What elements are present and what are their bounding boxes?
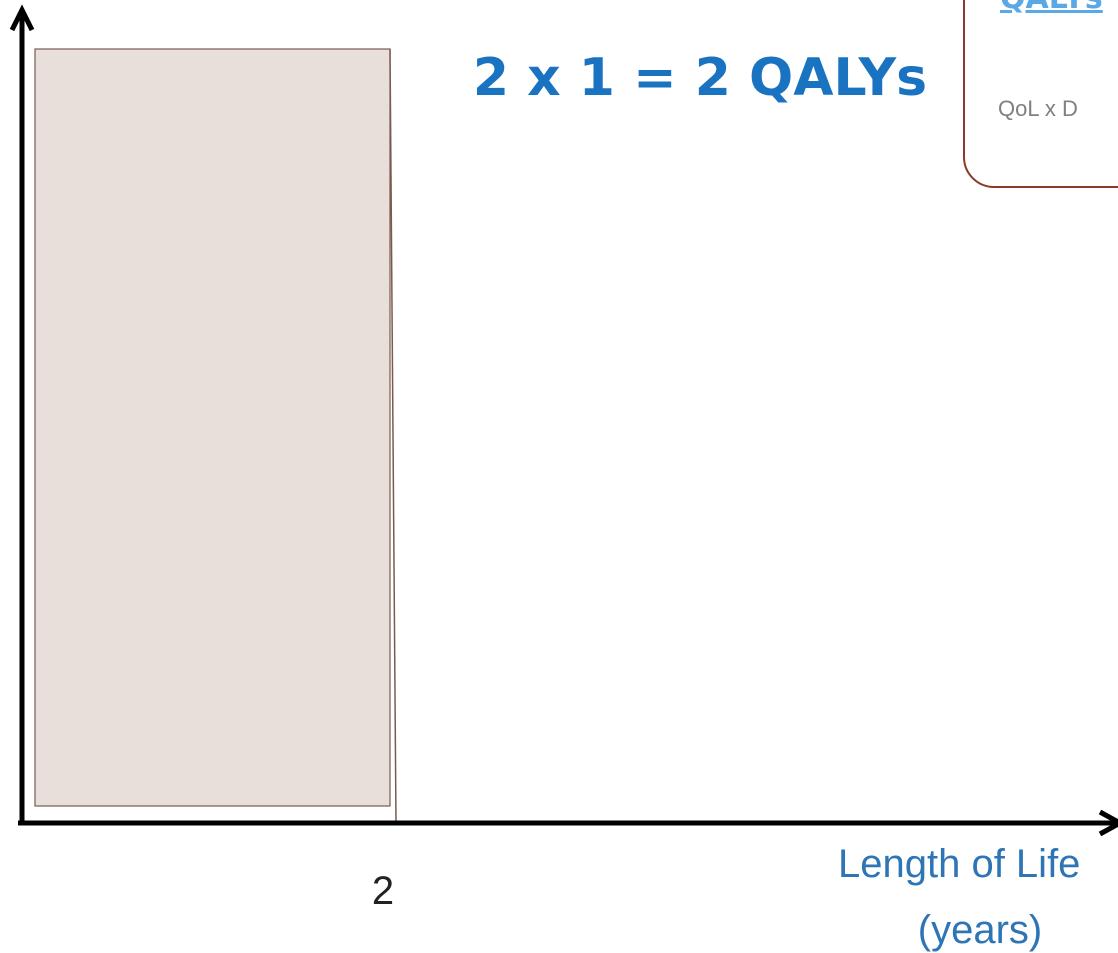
formula: QoL x D xyxy=(998,96,1078,121)
link[interactable]: QALYs xyxy=(1000,0,1103,16)
x-tick-label: 2 xyxy=(372,869,394,913)
qaly-area xyxy=(34,48,391,807)
x-axis-label-unit: (years) xyxy=(918,908,1042,952)
equation: 2 x 1 = 2 QALYs xyxy=(473,48,927,108)
edge-line xyxy=(389,48,397,824)
x-arrow xyxy=(1098,809,1118,837)
x-axis-label: Length of Life xyxy=(838,842,1080,886)
info-box xyxy=(963,0,1118,188)
y-arrow xyxy=(9,4,35,32)
